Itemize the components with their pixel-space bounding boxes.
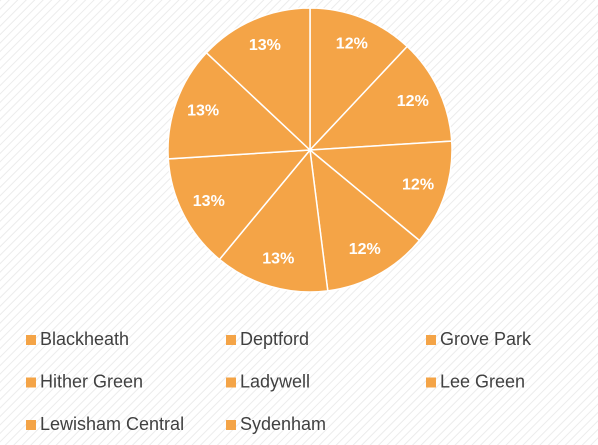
data-label: 12% bbox=[336, 36, 368, 53]
pie-slice bbox=[167, 51, 312, 160]
pie-slice bbox=[309, 148, 421, 292]
legend-swatch bbox=[426, 377, 436, 388]
legend-label: Lewisham Central bbox=[40, 414, 184, 434]
legend-label: Lee Green bbox=[440, 371, 525, 391]
legend-swatch bbox=[26, 335, 36, 345]
legend-label: Grove Park bbox=[440, 329, 532, 349]
pie-slice bbox=[218, 148, 329, 293]
legend-label: Ladywell bbox=[240, 371, 310, 391]
data-label: 13% bbox=[262, 250, 294, 267]
data-label: 13% bbox=[193, 193, 225, 210]
legend-label: Hither Green bbox=[40, 371, 143, 391]
legend-swatch bbox=[26, 377, 36, 388]
data-label: 13% bbox=[187, 103, 219, 120]
legend-label: Deptford bbox=[240, 329, 309, 349]
legend-swatch bbox=[226, 335, 236, 345]
pie-slice bbox=[167, 149, 312, 261]
legend-swatch bbox=[226, 377, 236, 388]
legend-label: Blackheath bbox=[40, 329, 129, 349]
pie-slice bbox=[308, 140, 453, 242]
legend-swatch bbox=[26, 420, 36, 430]
data-label: 12% bbox=[402, 176, 434, 193]
data-label: 12% bbox=[397, 93, 429, 110]
data-label: 12% bbox=[349, 241, 381, 258]
pie-slice bbox=[308, 45, 453, 151]
pie-slice bbox=[309, 7, 409, 152]
legend-label: Sydenham bbox=[240, 414, 326, 434]
data-label: 13% bbox=[249, 37, 281, 54]
legend-swatch bbox=[426, 335, 436, 345]
legend-swatch bbox=[226, 420, 236, 430]
pie-slice bbox=[205, 7, 311, 152]
